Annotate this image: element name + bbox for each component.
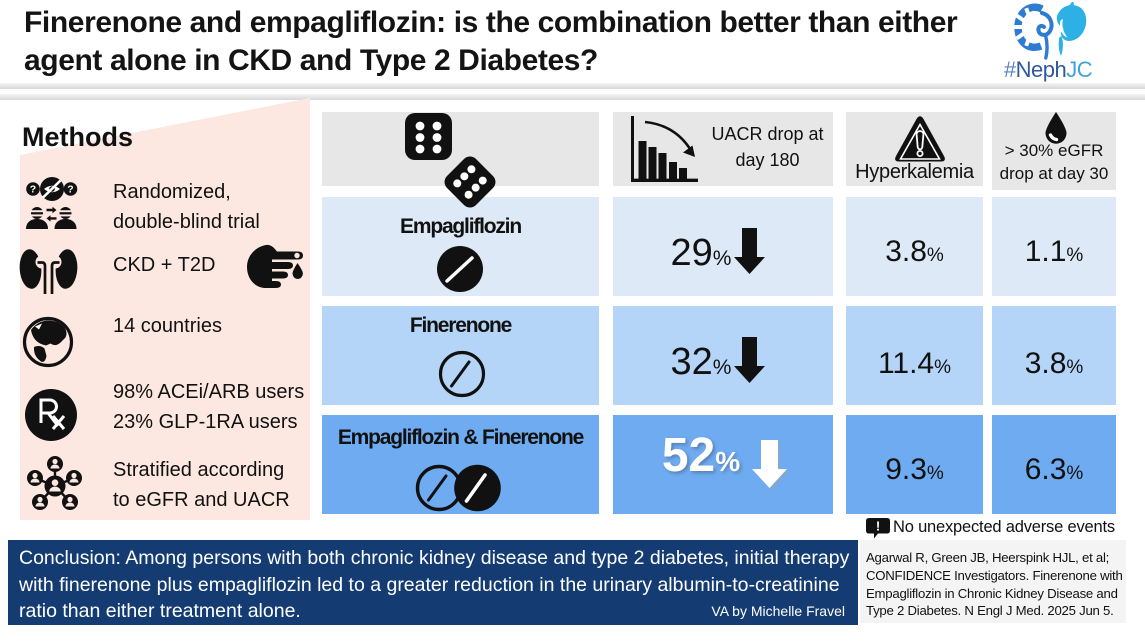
svg-text:?: ? (67, 184, 73, 196)
svg-text:?: ? (30, 184, 36, 196)
svg-text:!: ! (876, 519, 880, 534)
